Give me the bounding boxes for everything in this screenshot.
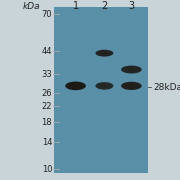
Ellipse shape bbox=[126, 84, 137, 88]
Text: 44: 44 bbox=[42, 47, 52, 56]
Text: 18: 18 bbox=[42, 118, 52, 127]
Text: 70: 70 bbox=[42, 10, 52, 19]
Text: 3: 3 bbox=[128, 1, 134, 11]
Ellipse shape bbox=[95, 82, 113, 90]
Text: 22: 22 bbox=[42, 102, 52, 111]
Ellipse shape bbox=[99, 84, 109, 88]
Text: 10: 10 bbox=[42, 165, 52, 174]
Ellipse shape bbox=[99, 52, 109, 55]
Ellipse shape bbox=[95, 50, 113, 57]
Text: 26: 26 bbox=[42, 89, 52, 98]
Text: kDa: kDa bbox=[23, 2, 40, 11]
Ellipse shape bbox=[126, 68, 137, 71]
Text: 33: 33 bbox=[41, 70, 52, 79]
Ellipse shape bbox=[121, 82, 142, 90]
Ellipse shape bbox=[70, 84, 81, 88]
FancyBboxPatch shape bbox=[54, 7, 148, 173]
Ellipse shape bbox=[121, 66, 142, 73]
Text: 14: 14 bbox=[42, 138, 52, 147]
Text: 2: 2 bbox=[101, 1, 107, 11]
Ellipse shape bbox=[65, 82, 86, 90]
Text: 1: 1 bbox=[73, 1, 79, 11]
Text: 28kDa: 28kDa bbox=[153, 83, 180, 92]
